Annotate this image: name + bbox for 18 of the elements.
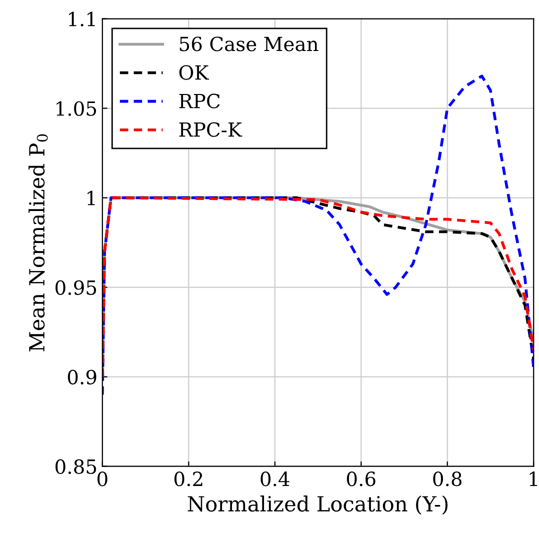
y-tick-label: 1: [88, 190, 95, 206]
y-tick-label: 1.05: [56, 101, 96, 116]
y-tick-label: 0.95: [56, 280, 96, 295]
x-tick-label: 0.4: [260, 472, 290, 486]
x-axis-title: Normalized Location (Y-): [188, 496, 448, 515]
x-tick-label: 0.6: [346, 472, 376, 486]
y-tick-label: 0.9: [68, 370, 96, 384]
x-tick-label: 0: [98, 472, 108, 486]
x-tick-label: 0.2: [174, 472, 202, 486]
y-tick-label: 0.85: [56, 459, 96, 474]
legend-label: RPC-K: [179, 122, 242, 137]
y-tick-label: 1.1: [69, 12, 95, 26]
legend-label: OK: [179, 65, 210, 80]
y-axis-title: Mean Normalized P$_{0}$: [28, 134, 48, 352]
legend-label: 56 Case Mean: [180, 36, 318, 52]
x-tick-label: 0.8: [433, 472, 462, 486]
x-tick-label: 1: [530, 472, 538, 486]
legend-label: RPC: [179, 94, 220, 108]
